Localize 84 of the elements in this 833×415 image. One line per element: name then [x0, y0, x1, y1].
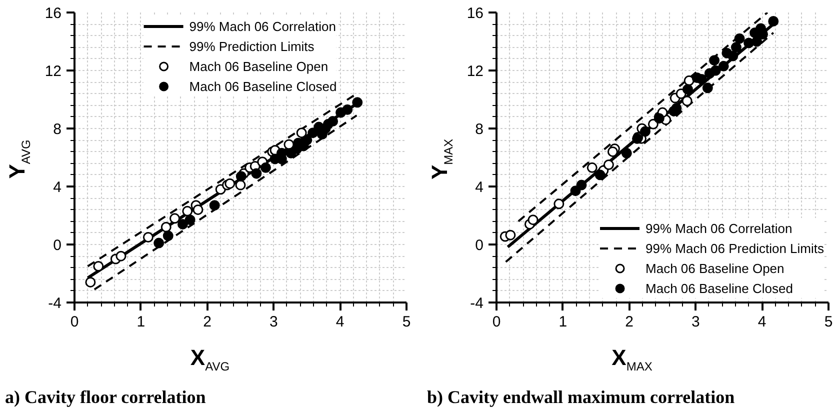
x-tick-label: 4	[758, 314, 766, 330]
text: b) Cavity endwall maximum correlation	[427, 387, 735, 408]
point	[260, 162, 271, 173]
x-tick-label: 0	[70, 314, 79, 330]
point	[576, 180, 587, 190]
y-tick-label: 4	[475, 179, 484, 196]
y-tick-label: 4	[53, 179, 62, 196]
y-tick-label: 12	[466, 63, 484, 80]
point	[682, 96, 692, 106]
point	[752, 36, 762, 47]
point	[322, 118, 334, 130]
x-tick-label: 3	[692, 314, 700, 330]
point	[162, 230, 174, 242]
point	[718, 60, 729, 72]
point	[342, 104, 353, 115]
point	[314, 122, 324, 132]
point	[235, 180, 246, 190]
y-tick-label: 16	[44, 5, 62, 22]
x-tick-label: 0	[492, 314, 501, 330]
text: a) Cavity floor correlation	[5, 387, 206, 408]
point	[184, 214, 196, 226]
legend-label: Mach 06 Baseline Closed	[189, 78, 337, 94]
point	[594, 170, 606, 180]
point	[528, 214, 538, 226]
x-tick-label: 5	[402, 314, 411, 330]
y-tick-label: 8	[475, 121, 484, 138]
x-tick-label: 2	[203, 314, 212, 330]
point	[160, 222, 172, 232]
point	[296, 128, 307, 138]
x-tick-label: 3	[270, 314, 278, 330]
point	[640, 126, 650, 137]
x-tick-label: 1	[558, 314, 568, 330]
x-axis-title: X$_{AVG}$	[189, 345, 231, 374]
point	[570, 186, 581, 196]
point	[352, 97, 363, 108]
point	[116, 250, 126, 262]
x-tick-label: 2	[625, 314, 634, 330]
point	[154, 238, 164, 248]
point	[177, 218, 188, 230]
y-tick-label: -4	[48, 295, 62, 312]
point	[621, 148, 632, 158]
point	[251, 168, 262, 179]
legend-label: Mach 06 Baseline Open	[189, 58, 328, 74]
point	[710, 65, 721, 76]
point	[85, 276, 96, 288]
point	[696, 74, 707, 84]
legend-label: 99% Mach 06 Correlation	[646, 220, 792, 236]
y-tick-label: -4	[470, 295, 484, 312]
point	[671, 102, 682, 114]
legend-label: Mach 06 Baseline Open	[646, 260, 784, 276]
point	[209, 200, 220, 211]
point	[709, 55, 720, 66]
x-axis-title: X$_{MAX}$	[610, 345, 654, 374]
point	[142, 232, 154, 242]
point	[607, 146, 618, 157]
legend-label: 99% Mach 06 Correlation	[189, 18, 336, 34]
point	[730, 42, 742, 53]
point	[768, 16, 779, 26]
y-tick-label: 8	[53, 121, 62, 138]
point	[728, 50, 738, 62]
point	[554, 198, 564, 210]
y-tick-label: 12	[44, 63, 62, 80]
point	[586, 162, 598, 173]
point	[236, 171, 246, 182]
legend-label: Mach 06 Baseline Closed	[646, 280, 793, 296]
y-tick-label: 0	[53, 237, 62, 254]
x-tick-label: 4	[336, 314, 344, 330]
point	[182, 206, 193, 216]
point	[734, 33, 745, 44]
x-tick-label: 1	[136, 314, 146, 330]
legend-label: 99% Prediction Limits	[189, 38, 314, 54]
point	[93, 261, 104, 272]
point	[224, 178, 236, 189]
y-tick-label: 0	[475, 237, 484, 254]
point	[603, 160, 614, 170]
point	[302, 134, 312, 146]
point	[682, 84, 693, 95]
point	[505, 230, 516, 240]
point	[170, 213, 180, 224]
y-tick-label: 16	[466, 5, 484, 22]
legend-label: 99% Mach 06 Prediction Limits	[646, 240, 824, 256]
point	[702, 82, 713, 94]
x-tick-label: 5	[824, 314, 833, 330]
point	[192, 204, 204, 215]
